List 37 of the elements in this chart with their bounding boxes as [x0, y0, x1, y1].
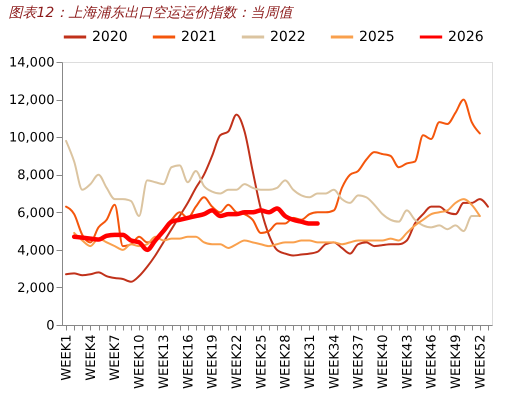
x-tick-label: WEEK34 [327, 334, 342, 389]
x-tick-label: WEEK25 [254, 334, 270, 389]
x-tick-label: WEEK7 [108, 334, 124, 381]
y-tick-label: 14,000 [9, 56, 54, 70]
x-tick-label: WEEK1 [60, 334, 75, 381]
y-tick-label: 2,000 [17, 280, 54, 296]
legend-label: 2026 [448, 29, 484, 45]
x-tick-label: WEEK16 [181, 334, 196, 389]
x-tick-label: WEEK19 [206, 334, 221, 389]
legend-label: 2021 [181, 29, 217, 45]
x-tick-label: WEEK52 [473, 334, 488, 389]
x-tick-label: WEEK40 [376, 334, 391, 389]
line-series [65, 98, 481, 248]
x-tick-label: WEEK10 [132, 334, 148, 389]
line-series [72, 206, 320, 252]
y-tick-label: 6,000 [17, 206, 54, 221]
line-series [65, 140, 481, 232]
x-tick-label: WEEK46 [424, 334, 440, 389]
y-tick-label: 4,000 [17, 243, 54, 258]
chart-title: 图表12：上海浦东出口空运运价指数：当周值 [8, 5, 294, 21]
x-tick-label: WEEK4 [84, 334, 99, 381]
x-tick-label: WEEK22 [230, 334, 245, 389]
x-tick-label: WEEK37 [352, 334, 367, 389]
y-tick-label: 10,000 [9, 130, 54, 146]
y-tick-label: 12,000 [9, 93, 54, 108]
legend-label: 2022 [270, 29, 306, 45]
line-series [73, 198, 481, 251]
y-tick-label: 0 [46, 318, 54, 334]
x-tick-label: WEEK28 [278, 334, 294, 389]
x-tick-label: WEEK31 [302, 334, 318, 389]
x-tick-label: WEEK49 [448, 334, 464, 389]
x-tick-label: WEEK43 [400, 334, 416, 389]
legend-label: 2025 [359, 29, 395, 45]
x-tick-label: WEEK13 [156, 334, 172, 389]
legend-label: 2020 [92, 29, 128, 45]
y-tick-label: 8,000 [17, 168, 54, 184]
line-series [65, 114, 489, 283]
